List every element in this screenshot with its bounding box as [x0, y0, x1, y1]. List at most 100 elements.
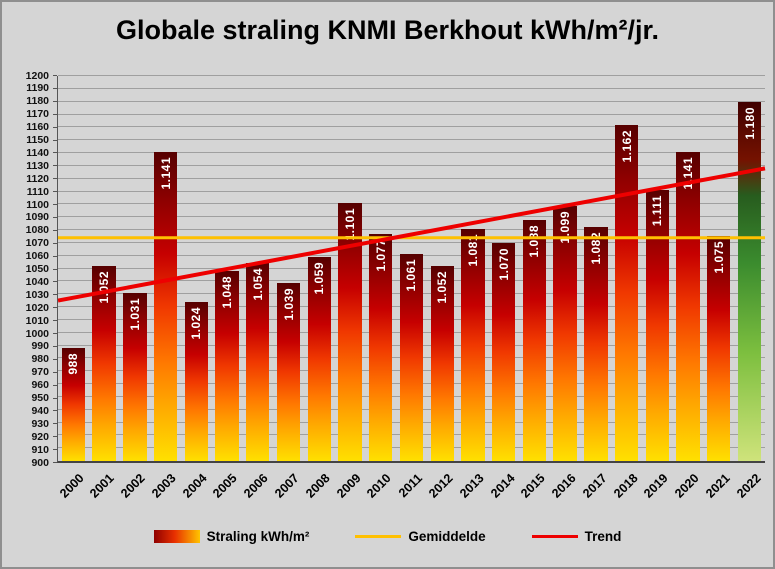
legend-line-swatch [531, 535, 578, 538]
y-tick-mark [53, 204, 57, 206]
y-tick-mark [53, 320, 57, 322]
y-tick-mark [53, 87, 57, 89]
y-tick-label: 900 [31, 456, 49, 469]
trend-line [57, 166, 766, 303]
y-tick-label: 1160 [26, 121, 49, 134]
y-tick-label: 1170 [26, 108, 49, 121]
y-tick-mark [53, 191, 57, 193]
bar-slot: 1.081 [458, 76, 489, 461]
y-tick-mark [53, 165, 57, 167]
y-tick-label: 970 [31, 366, 49, 379]
y-tick-label: 1120 [26, 172, 49, 185]
bar-slot: 1.101 [335, 76, 366, 461]
y-tick-label: 1010 [25, 314, 49, 327]
bar-2017: 1.082 [584, 227, 608, 461]
x-tick-label: 2016 [549, 471, 579, 501]
y-tick-mark [53, 139, 57, 141]
y-tick-mark [53, 371, 57, 373]
y-tick-mark [53, 462, 57, 463]
gridline [58, 177, 765, 179]
y-tick-mark [53, 294, 57, 296]
legend: Straling kWh/m² Gemiddelde Trend [2, 529, 773, 544]
bar-slot: 1.061 [396, 76, 427, 461]
bar-slot: 1.141 [150, 76, 181, 461]
x-tick-label: 2000 [56, 471, 87, 501]
bar-2010: 1.077 [369, 233, 393, 461]
y-tick-mark [53, 358, 57, 360]
y-tick-mark [53, 126, 57, 128]
x-tick-label: 2009 [333, 471, 364, 501]
plot-area: 988 1.052 1.031 1.141 1.024 1.048 1.054 1.039 1.… [57, 75, 766, 463]
bar-2014: 1.070 [491, 242, 516, 461]
x-tick-label: 2021 [703, 471, 733, 501]
bar-2015: 1.088 [522, 219, 547, 461]
bar-2004: 1.024 [184, 301, 208, 461]
bar-2021: 1.075 [707, 236, 731, 461]
y-tick-label: 1000 [25, 327, 49, 340]
bar-slot: 1.141 [673, 76, 704, 461]
y-tick-mark [53, 229, 57, 231]
y-tick-label: 940 [31, 404, 49, 417]
bar-slot: 1.077 [365, 76, 396, 461]
y-tick-label: 1060 [25, 250, 49, 263]
bar-2011: 1.061 [399, 254, 424, 461]
y-tick-mark [53, 75, 57, 76]
gridline [58, 113, 765, 115]
x-tick-label: 2008 [302, 471, 333, 501]
y-tick-label: 1110 [26, 185, 49, 198]
x-tick-label: 2013 [456, 471, 487, 501]
bar-slot: 1.180 [734, 76, 765, 461]
x-tick-label: 2018 [610, 471, 641, 501]
y-tick-label: 1130 [26, 159, 49, 172]
chart-title: Globale straling KNMI Berkhout kWh/m²/jr… [115, 15, 660, 45]
y-tick-mark [53, 345, 57, 347]
x-tick-label: 2022 [733, 471, 764, 501]
x-tick-label: 2020 [672, 471, 702, 501]
bar-2019: 1.111 [645, 190, 669, 461]
gridline [58, 203, 765, 205]
y-tick-label: 1050 [25, 263, 49, 275]
x-tick-label: 2004 [179, 471, 210, 501]
legend-item-gemiddelde: Gemiddelde [355, 529, 486, 544]
bar-slot: 1.070 [488, 76, 519, 461]
y-tick-mark [53, 268, 57, 270]
y-tick-label: 950 [31, 392, 49, 405]
bar-2009: 1.101 [338, 203, 362, 461]
bar-2000: 988 [61, 348, 86, 461]
y-tick-mark [53, 113, 57, 115]
bars: 988 1.052 1.031 1.141 1.024 1.048 1.054 1.039 1.… [58, 76, 765, 461]
bar-2002: 1.031 [123, 292, 147, 461]
gridline [58, 75, 765, 76]
bar-2003: 1.141 [153, 151, 178, 461]
x-tick-label: 2001 [87, 471, 118, 501]
x-tick-label: 2011 [395, 471, 425, 501]
legend-label: Trend [584, 529, 622, 544]
bar-slot: 1.059 [304, 76, 335, 461]
y-tick-label: 1030 [25, 288, 49, 301]
bar-2012: 1.052 [430, 265, 454, 461]
legend-item-trend: Trend [531, 529, 622, 544]
bar-slot: 1.111 [642, 76, 673, 461]
bar-2022: 1.180 [737, 101, 762, 461]
gridline [58, 152, 765, 153]
bar-slot: 1.048 [212, 76, 243, 461]
gridline [58, 216, 765, 218]
bar-2001: 1.052 [92, 265, 116, 461]
bar-2005: 1.048 [215, 271, 239, 461]
y-tick-label: 930 [31, 417, 49, 430]
x-axis: 2000 2001 2002 2003 2004 2005 2006 2007 2008 2009… [57, 465, 765, 523]
y-tick-label: 1070 [25, 237, 49, 250]
gridline [58, 87, 765, 89]
y-tick-mark [53, 242, 57, 244]
legend-line-swatch [355, 535, 402, 538]
bar-2013: 1.081 [461, 228, 485, 461]
y-tick-label: 920 [31, 430, 49, 443]
y-tick-mark [53, 397, 57, 399]
y-tick-label: 1100 [26, 198, 49, 211]
bar-slot: 1.039 [273, 76, 304, 461]
bar-2016: 1.099 [553, 205, 577, 461]
gridline [58, 241, 765, 243]
x-tick-label: 2006 [241, 471, 271, 501]
y-tick-label: 1190 [26, 82, 49, 95]
